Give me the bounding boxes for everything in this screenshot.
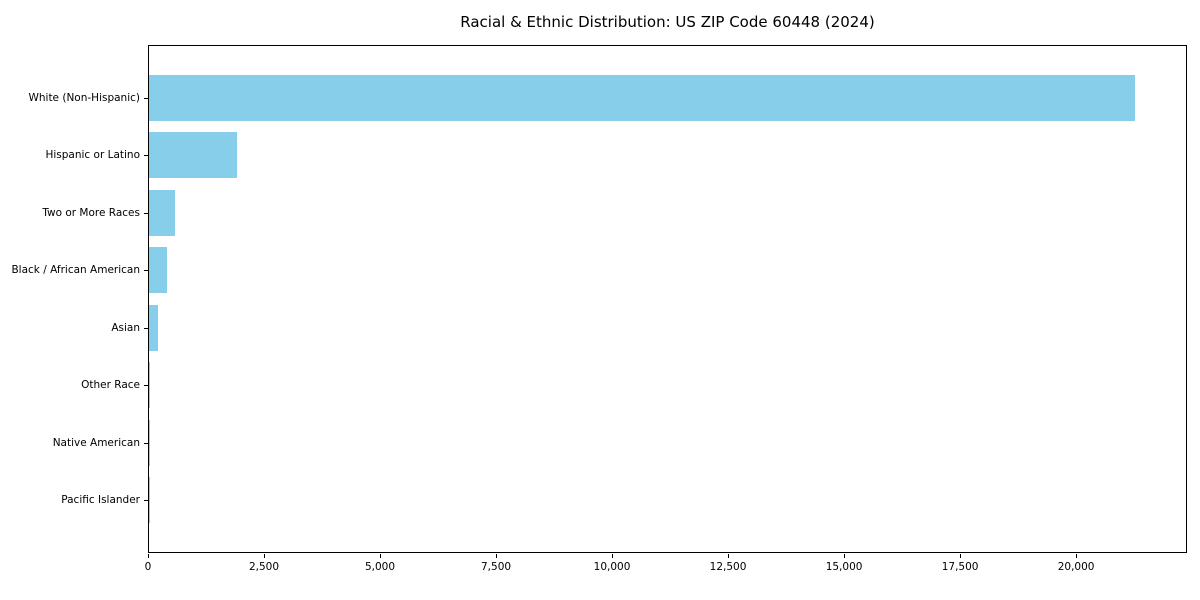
- y-axis-tick: [144, 500, 148, 502]
- bar-native-american: [149, 419, 150, 466]
- bar-asian: [149, 304, 158, 351]
- y-axis-category-label: Other Race: [81, 379, 140, 392]
- x-axis-tick: [844, 554, 846, 558]
- x-axis-tick-label: 17,500: [941, 561, 979, 573]
- x-axis-tick-label: 2,500: [248, 561, 280, 573]
- y-axis-category-label: Asian: [111, 321, 140, 334]
- x-axis-tick-label: 10,000: [593, 561, 631, 573]
- x-axis-tick: [728, 554, 730, 558]
- bar-hispanic-or-latino: [149, 132, 238, 179]
- bar-row-asian: Asian: [111, 299, 1186, 357]
- x-axis-tick: [496, 554, 498, 558]
- y-axis-tick: [144, 155, 148, 157]
- x-axis-tick: [960, 554, 962, 558]
- bar-two-or-more-races: [149, 189, 175, 236]
- bar-row-two-or-more-races: Two or More Races: [42, 184, 1186, 242]
- x-axis-tick-label: 7,500: [481, 561, 512, 573]
- y-axis-category-label: Two or More Races: [42, 206, 140, 219]
- bar-white-non-hispanic: [149, 74, 1136, 121]
- bar-row-other-race: Other Race: [81, 357, 1186, 415]
- bar-black-african-american: [149, 247, 168, 294]
- bar-row-white-non-hispanic: White (Non-Hispanic): [28, 69, 1186, 127]
- bar-other-race: [149, 362, 151, 409]
- y-axis-tick: [144, 385, 148, 387]
- y-axis-category-label: White (Non-Hispanic): [28, 91, 140, 104]
- bars: White (Non-Hispanic) Hispanic or Latino Tw…: [11, 69, 1186, 530]
- x-axis-tick: [264, 554, 265, 558]
- chart-title: Racial & Ethnic Distribution: US ZIP Cod…: [460, 13, 875, 31]
- x-axis-tick-label: 15,000: [825, 561, 863, 573]
- x-axis-tick: [380, 554, 382, 558]
- bar-row-pacific-islander: Pacific Islander: [61, 472, 1186, 530]
- bar-row-hispanic-or-latino: Hispanic or Latino: [45, 127, 1186, 185]
- y-axis-category-label: Black / African American: [11, 264, 140, 277]
- plot-area: White (Non-Hispanic) Hispanic or Latino Tw…: [11, 45, 1187, 553]
- y-axis-category-label: Pacific Islander: [61, 494, 140, 507]
- y-axis-tick: [144, 442, 148, 444]
- x-axis-tick-label: 20,000: [1057, 561, 1095, 573]
- x-axis-tick-label: 5,000: [364, 561, 396, 573]
- bar-row-black-african-american: Black / African American: [11, 242, 1186, 300]
- y-axis-tick: [144, 97, 148, 99]
- y-axis-tick: [144, 327, 148, 329]
- x-axis-tick-label: 12,500: [709, 561, 747, 573]
- y-axis-tick: [144, 212, 148, 214]
- bar-row-native-american: Native American: [53, 414, 1186, 472]
- y-axis-category-label: Native American: [52, 436, 140, 449]
- x-axis-tick: [1076, 554, 1078, 558]
- x-axis-tick: [612, 554, 614, 558]
- x-axis-tick-label: 0: [144, 561, 152, 573]
- x-axis-tick: [148, 554, 149, 558]
- y-axis-tick: [144, 270, 148, 272]
- y-axis-category-label: Hispanic or Latino: [45, 149, 140, 162]
